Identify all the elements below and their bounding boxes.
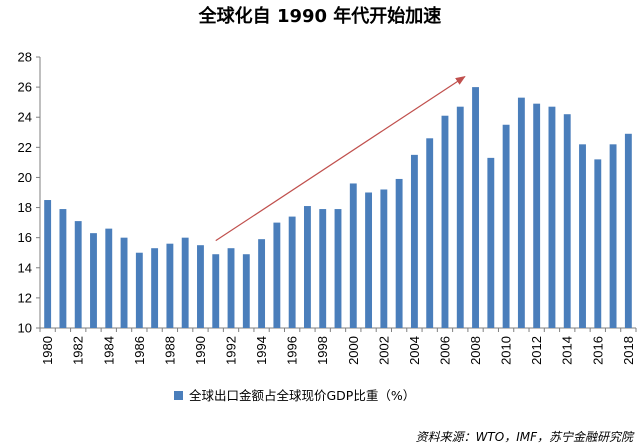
- bar-1994: [258, 239, 266, 328]
- x-tick-label: 2006: [437, 336, 452, 365]
- bar-1988: [166, 243, 174, 328]
- bar-2007: [456, 106, 464, 328]
- x-tick-label: 1996: [285, 336, 300, 365]
- y-tick-label: 20: [18, 170, 32, 185]
- y-tick-label: 24: [18, 110, 32, 125]
- bar-2005: [426, 138, 434, 328]
- y-tick-label: 26: [18, 80, 32, 95]
- y-tick-label: 12: [18, 290, 32, 305]
- bar-1997: [303, 206, 311, 328]
- bar-1982: [74, 221, 82, 328]
- y-tick-label: 18: [18, 200, 32, 215]
- bar-2009: [487, 157, 495, 328]
- bar-2011: [517, 97, 525, 329]
- x-tick-label: 1982: [71, 336, 86, 365]
- x-tick-label: 2000: [346, 336, 361, 365]
- bar-1986: [135, 252, 143, 328]
- bar-1989: [181, 237, 189, 328]
- bar-1999: [334, 209, 342, 328]
- x-tick-label: 1980: [40, 336, 55, 365]
- x-tick-label: 2018: [621, 336, 636, 365]
- source-note: 资料来源：WTO，IMF，苏宁金融研究院: [416, 430, 635, 444]
- bar-2015: [579, 144, 586, 328]
- y-tick-label: 10: [18, 321, 32, 336]
- legend-label: 全球出口金额占全球现价GDP比重（%）: [189, 388, 415, 403]
- bar-2013: [548, 106, 556, 328]
- bar-2008: [472, 87, 479, 328]
- x-tick-label: 1984: [101, 336, 116, 365]
- bar-1983: [90, 233, 97, 328]
- x-axis-ticks: 1980 1982 1984 1986 1988 1990 1992 1994 1996 1998…: [39, 328, 637, 365]
- bar-2003: [395, 178, 403, 328]
- y-tick-label: 16: [18, 230, 32, 245]
- bar-1987: [151, 248, 159, 328]
- trend-annotation: [215, 76, 466, 242]
- bars-group: [44, 87, 632, 329]
- bar-1990: [197, 245, 204, 328]
- bar-1980: [44, 200, 52, 328]
- x-tick-label: 2002: [376, 336, 391, 365]
- bar-1998: [319, 209, 327, 328]
- y-tick-label: 22: [18, 140, 32, 155]
- bar-1981: [59, 209, 67, 328]
- chart-title: 全球化自 1990 年代开始加速: [198, 5, 442, 27]
- bar-2001: [365, 192, 373, 328]
- bar-1991: [212, 254, 220, 328]
- trend-arrow: [215, 76, 466, 242]
- legend-swatch: [174, 391, 183, 400]
- bar-2000: [349, 183, 357, 328]
- x-tick-label: 2014: [560, 336, 575, 365]
- bar-2002: [380, 189, 388, 328]
- x-tick-label: 1994: [254, 336, 269, 365]
- bar-1996: [288, 216, 296, 328]
- x-tick-label: 2012: [529, 336, 544, 365]
- bar-2017: [609, 144, 617, 328]
- x-tick-label: 2004: [407, 336, 422, 365]
- bar-1995: [273, 222, 281, 328]
- x-tick-label: 2008: [468, 336, 483, 365]
- bar-1992: [227, 248, 235, 328]
- bar-2004: [410, 154, 418, 328]
- bar-2010: [502, 124, 510, 328]
- y-tick-label: 28: [18, 50, 32, 65]
- x-tick-label: 1988: [162, 336, 177, 365]
- x-tick-label: 1986: [132, 336, 147, 365]
- bar-1984: [105, 228, 113, 328]
- bar-1993: [242, 254, 250, 328]
- bar-2018: [624, 133, 632, 328]
- y-tick-label: 14: [18, 260, 32, 275]
- bar-2012: [533, 103, 541, 328]
- x-tick-label: 1992: [224, 336, 239, 365]
- bar-1985: [120, 237, 128, 328]
- x-tick-label: 2016: [590, 336, 605, 365]
- x-tick-label: 2010: [499, 336, 514, 365]
- bar-2014: [563, 114, 571, 328]
- x-tick-label: 1998: [315, 336, 330, 365]
- bar-2006: [441, 115, 449, 328]
- bar-2016: [594, 159, 602, 328]
- y-axis-ticks: 10 12 14 16 18 20 22 24 26 28: [18, 50, 40, 336]
- x-tick-label: 1990: [193, 336, 208, 365]
